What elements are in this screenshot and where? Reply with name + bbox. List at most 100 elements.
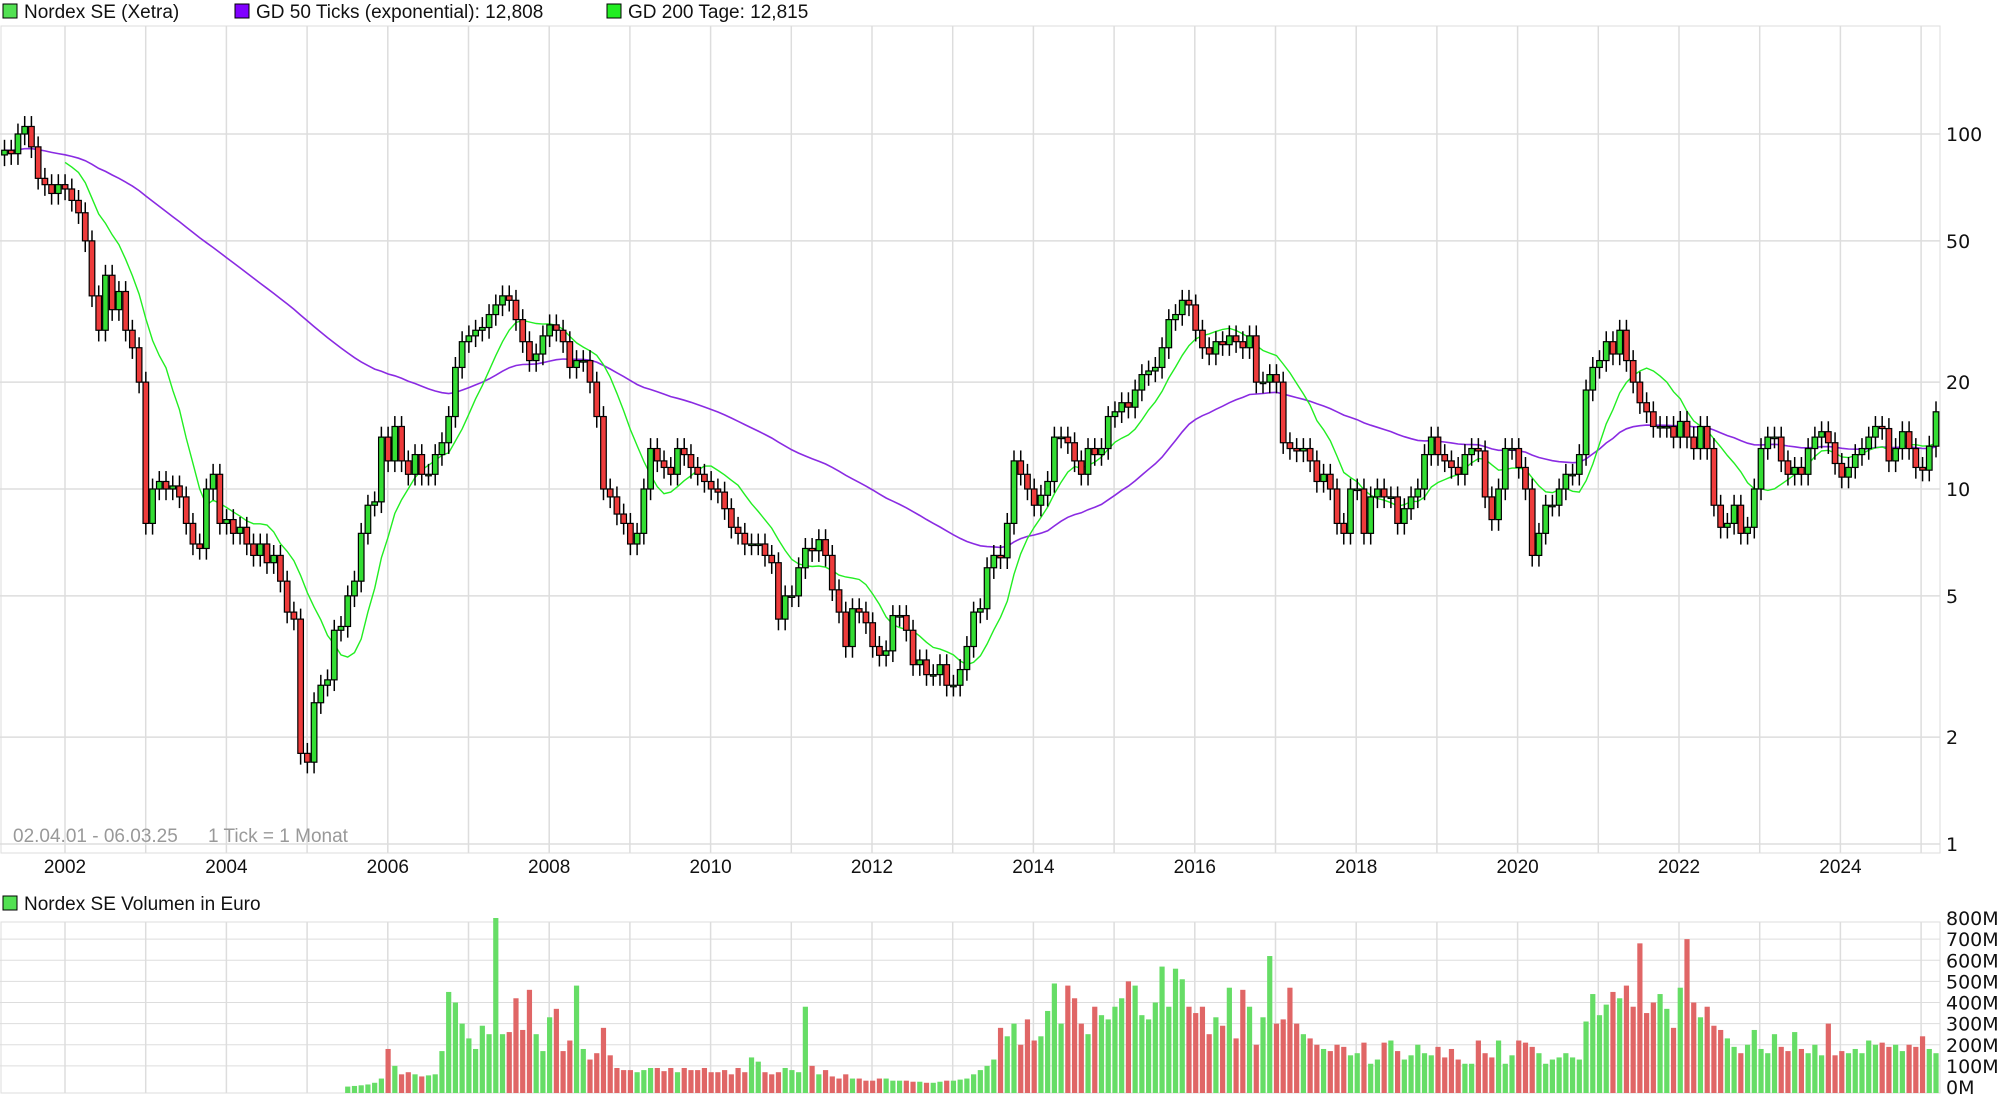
candle	[377, 426, 385, 514]
candle	[546, 314, 554, 348]
candle-body	[445, 415, 453, 444]
volume-bar	[1011, 1023, 1017, 1093]
volume-bar	[439, 1051, 445, 1093]
candle-body	[21, 125, 29, 135]
candle-body	[1474, 447, 1482, 452]
volume-bar	[1045, 1010, 1051, 1093]
candle-body	[371, 501, 379, 506]
volume-bar	[1522, 1042, 1529, 1093]
volume-bar	[668, 1067, 674, 1093]
candle-body	[512, 299, 520, 321]
year-tick-label: 2012	[851, 857, 893, 878]
candle	[1380, 478, 1388, 509]
candle-body	[425, 473, 432, 477]
candle	[902, 605, 910, 642]
volume-bar	[1294, 1023, 1300, 1093]
price-tick-label: 5	[1946, 586, 1958, 608]
candle-body	[344, 595, 352, 628]
candle-body	[929, 674, 937, 677]
candle	[283, 570, 291, 624]
volume-bar	[493, 918, 499, 1093]
volume-bar	[1314, 1044, 1320, 1093]
candle	[1044, 471, 1052, 507]
candle	[1643, 392, 1651, 423]
candle-body	[1730, 504, 1738, 525]
candle-body	[1548, 504, 1556, 508]
candle-body	[1744, 526, 1751, 534]
candle	[754, 533, 762, 556]
candle-body	[1535, 532, 1543, 557]
volume-bar	[365, 1084, 371, 1093]
candle-body	[256, 543, 264, 557]
candle	[1609, 331, 1617, 366]
volume-bar	[1448, 1048, 1455, 1093]
candle-body	[196, 543, 204, 550]
candle	[727, 498, 735, 539]
price-tick-label: 50	[1946, 231, 1970, 253]
candle-body	[1131, 389, 1139, 408]
candle-body	[620, 513, 628, 525]
volume-tick-label: 400M	[1946, 993, 1997, 1015]
candle-body	[283, 580, 291, 613]
candle-body	[1629, 359, 1637, 383]
candle	[1306, 438, 1314, 473]
volume-bar	[708, 1072, 714, 1093]
candle-body	[1232, 335, 1240, 343]
candle-body	[317, 684, 325, 704]
candle-body	[384, 436, 392, 462]
candle-body	[1192, 304, 1200, 331]
volume-bar	[499, 1034, 506, 1093]
candle	[1501, 438, 1509, 501]
volume-bar	[997, 1027, 1004, 1093]
candle	[128, 319, 136, 359]
candle	[950, 674, 957, 697]
candle	[142, 371, 150, 535]
volume-bar	[701, 1067, 708, 1093]
candle-body	[1636, 381, 1644, 404]
volume-bar	[782, 1067, 788, 1093]
candle	[1273, 364, 1280, 394]
candle	[1017, 450, 1025, 486]
candle-body	[1616, 329, 1624, 355]
candle-body	[1, 149, 8, 156]
volume-bar	[1543, 1063, 1549, 1093]
candle-body	[1851, 453, 1859, 469]
candle	[1145, 360, 1153, 386]
candle-body	[1286, 442, 1294, 450]
volume-bar	[1899, 1051, 1905, 1093]
candle-body	[162, 480, 170, 490]
volume-bar	[674, 1072, 681, 1093]
candle-body	[189, 522, 197, 545]
year-axis: 2002 2004 2006 2008 2010 2012 2014 2016 2018 2020…	[44, 857, 1862, 878]
volume-bar	[432, 1074, 438, 1093]
volume-bar	[1792, 1032, 1798, 1093]
candle-body	[1703, 425, 1711, 450]
candle	[1091, 438, 1099, 466]
candle-body	[48, 184, 56, 195]
candle-body	[1791, 466, 1799, 475]
candle-body	[337, 625, 345, 631]
volume-bar	[1395, 1051, 1401, 1093]
volume-bar	[486, 1034, 492, 1093]
candle	[7, 139, 15, 165]
year-tick-label: 2008	[528, 857, 570, 878]
candle	[606, 478, 614, 509]
volume-bar	[1718, 1029, 1724, 1093]
volume-bar	[661, 1071, 667, 1093]
price-legend: Nordex SE (Xetra) GD 50 Ticks (exponenti…	[2, 2, 808, 23]
volume-bar	[1078, 1023, 1084, 1093]
candle-body	[122, 290, 130, 331]
volume-bar	[1206, 1034, 1212, 1093]
candle	[344, 585, 352, 638]
candle	[1400, 498, 1408, 535]
candle	[1192, 294, 1200, 342]
candle	[828, 544, 836, 602]
candle-body	[1818, 431, 1826, 438]
year-tick-label: 2006	[367, 857, 409, 878]
candle-body	[801, 547, 809, 569]
volume-bar	[1610, 991, 1616, 1093]
candle-body	[970, 611, 978, 648]
candle	[781, 585, 789, 631]
candle	[1050, 426, 1058, 493]
candle	[1602, 331, 1610, 372]
